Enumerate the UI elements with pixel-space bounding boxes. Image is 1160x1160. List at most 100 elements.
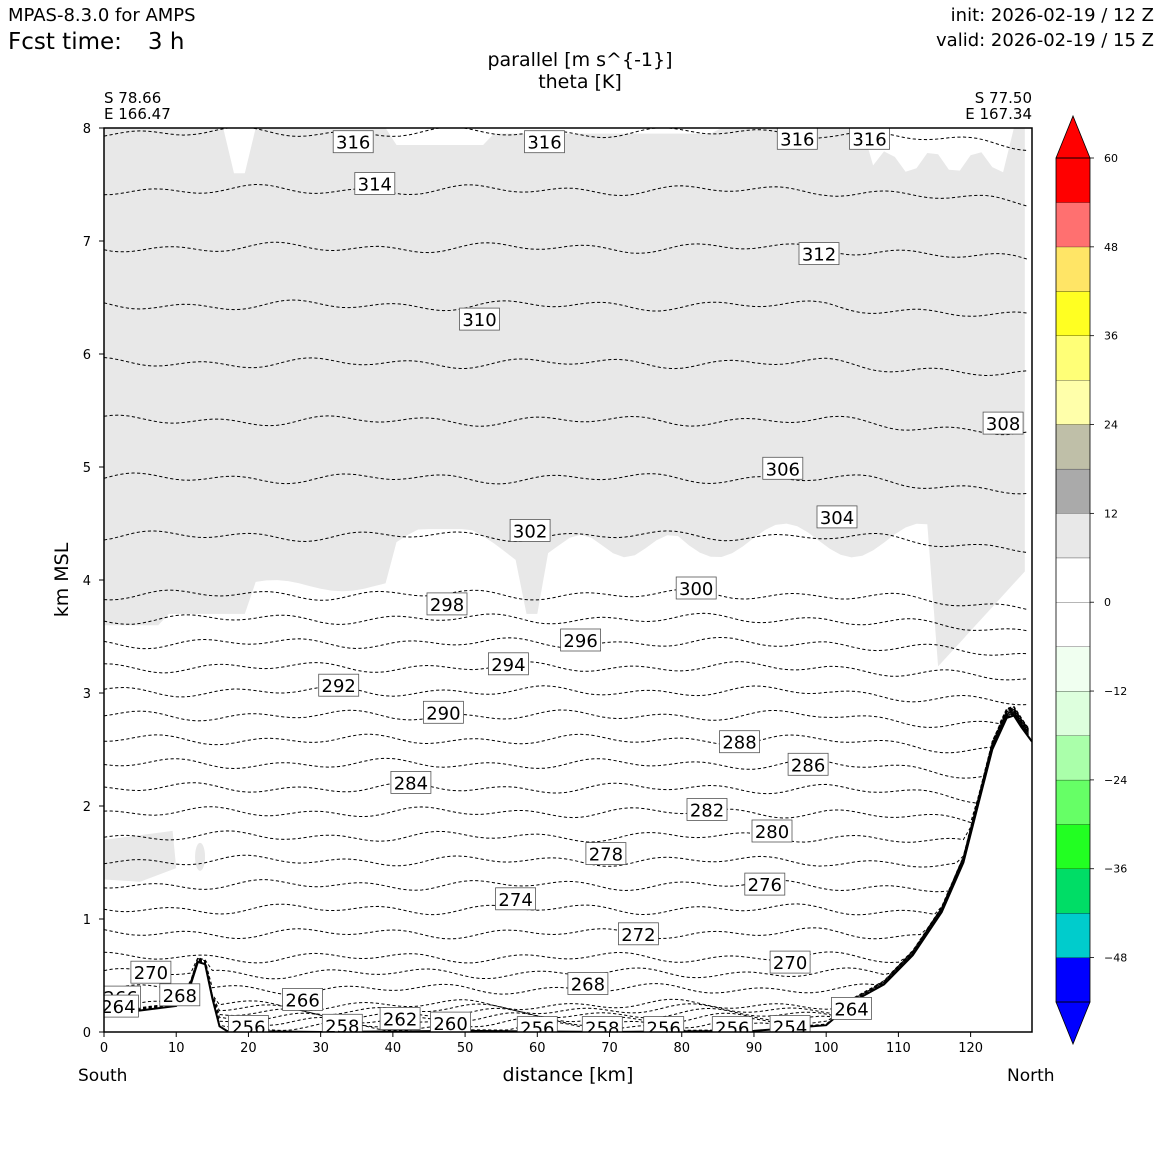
contour-label-box xyxy=(282,988,324,1011)
y-tick-label: 8 xyxy=(83,122,91,137)
contour-label-268: 268 xyxy=(159,983,201,1007)
contour-label-264: 264 xyxy=(831,997,872,1020)
contour-label-box xyxy=(982,411,1024,435)
theta-contour-300 xyxy=(104,588,1029,611)
contour-label-text: 296 xyxy=(563,631,597,652)
contour-label-316: 316 xyxy=(332,130,374,154)
x-tick-label: 80 xyxy=(673,1041,690,1056)
colorbar-bin xyxy=(1056,602,1090,647)
contour-label-258: 258 xyxy=(581,1016,623,1040)
contour-label-text: 280 xyxy=(755,822,789,843)
y-tick-label: 6 xyxy=(83,348,91,363)
contour-label-box xyxy=(487,652,529,676)
contour-label-text: 264 xyxy=(834,999,868,1020)
colorbar-bin xyxy=(1056,291,1090,336)
contour-label-box xyxy=(787,752,829,776)
theta-contour-312 xyxy=(104,241,1029,260)
south-end-label: South xyxy=(78,1066,128,1086)
x-tick-label: 50 xyxy=(457,1041,474,1056)
colorbar-over-arrow xyxy=(1055,114,1091,159)
contour-label-272: 272 xyxy=(618,922,659,946)
x-tick-label: 10 xyxy=(168,1041,185,1056)
theta-contour-294 xyxy=(104,661,1029,681)
contour-label-box xyxy=(751,819,793,843)
contour-label-text: 262 xyxy=(383,1010,417,1031)
north-end-label: North xyxy=(1007,1066,1055,1086)
contour-label-314: 314 xyxy=(354,172,396,196)
x-tick-label: 110 xyxy=(886,1041,911,1056)
contour-label-text: 256 xyxy=(647,1019,681,1040)
contour-label-box xyxy=(581,1016,623,1032)
contour-label-box xyxy=(104,994,139,1018)
forecast-time: Fcst time: 3 h xyxy=(8,29,184,55)
colorbar-tick-label: 36 xyxy=(1104,330,1118,343)
colorbar-bin xyxy=(1056,557,1090,603)
x-tick-label: 90 xyxy=(746,1041,763,1056)
contour-label-text: 286 xyxy=(791,755,825,776)
colorbar-bin xyxy=(1056,957,1090,1002)
contour-label-text: 284 xyxy=(394,773,428,794)
x-tick-label: 70 xyxy=(601,1041,618,1056)
contour-label-text: 298 xyxy=(430,595,464,616)
forecast-time-value: 3 h xyxy=(147,29,185,55)
contour-label-box xyxy=(831,997,872,1020)
theta-contour-286 xyxy=(104,706,1029,779)
left-end-latitude: S 78.66 xyxy=(104,89,162,107)
colorbar-bin xyxy=(1056,646,1090,692)
contour-label-text: 294 xyxy=(491,655,525,676)
contour-label-text: 276 xyxy=(748,875,782,896)
contour-label-text: 260 xyxy=(433,1014,467,1035)
contour-label-312: 312 xyxy=(798,242,840,266)
colorbar-frame xyxy=(1055,157,1091,1003)
lower-wind-shading-blob xyxy=(195,842,206,871)
contour-label-text: 258 xyxy=(325,1016,359,1037)
colorbar-bin xyxy=(1056,424,1090,469)
contour-label-text: 290 xyxy=(426,703,460,724)
contour-label-box xyxy=(816,505,858,529)
contour-label-256: 256 xyxy=(643,1016,685,1040)
contour-label-text: 308 xyxy=(986,414,1020,435)
contour-label-box xyxy=(354,172,396,195)
x-tick-label: 20 xyxy=(240,1041,257,1056)
contour-label-282: 282 xyxy=(686,798,728,822)
contour-label-270: 270 xyxy=(130,960,172,984)
contour-label-text: 316 xyxy=(852,129,886,150)
contour-label-text: 312 xyxy=(802,245,836,266)
colorbar: 60 48 36 24 12 0 −12 −24 −36 −48 xyxy=(1055,114,1127,1046)
contour-label-254: 254 xyxy=(769,1015,811,1039)
contour-label-box xyxy=(585,842,627,865)
colorbar-bin xyxy=(1056,246,1090,292)
theta-contour-292 xyxy=(104,685,1029,706)
colorbar-tick-label: 24 xyxy=(1104,419,1118,432)
contour-label-box xyxy=(524,130,565,154)
contour-label-text: 316 xyxy=(780,129,814,150)
contour-label-310: 310 xyxy=(459,307,500,331)
y-tick-label: 7 xyxy=(83,235,91,250)
contour-label-box xyxy=(332,130,374,154)
contour-label-270: 270 xyxy=(769,950,811,974)
contour-label-text: 272 xyxy=(621,925,655,946)
y-axis: 0 1 2 3 4 5 6 7 8 xyxy=(83,122,104,1041)
contour-label-box xyxy=(798,242,840,266)
x-tick-label: 0 xyxy=(100,1041,108,1056)
contour-label-text: 266 xyxy=(285,990,319,1011)
contour-label-text: 270 xyxy=(773,953,807,974)
contour-label-304: 304 xyxy=(816,505,858,529)
contour-label-text: 254 xyxy=(773,1018,807,1039)
y-tick-label: 2 xyxy=(83,800,91,815)
contour-label-box xyxy=(318,673,360,697)
theta-contour-266 xyxy=(104,711,1029,996)
contour-label-box xyxy=(390,771,432,794)
lower-wind-shading xyxy=(104,830,177,882)
chart-title-line2: theta [K] xyxy=(538,71,622,93)
contour-label-box xyxy=(776,128,818,150)
x-axis: 0 10 20 30 40 50 60 70 80 90 100 110 120 xyxy=(100,1032,983,1056)
contour-label-box xyxy=(744,872,786,896)
theta-contour-314 xyxy=(104,183,1029,207)
contour-label-300: 300 xyxy=(675,576,717,600)
contour-label-text: 258 xyxy=(585,1019,619,1040)
y-tick-label: 1 xyxy=(83,913,91,928)
contour-label-box xyxy=(227,1015,269,1032)
colorbar-bin xyxy=(1056,824,1090,869)
contour-label-box xyxy=(762,456,804,480)
